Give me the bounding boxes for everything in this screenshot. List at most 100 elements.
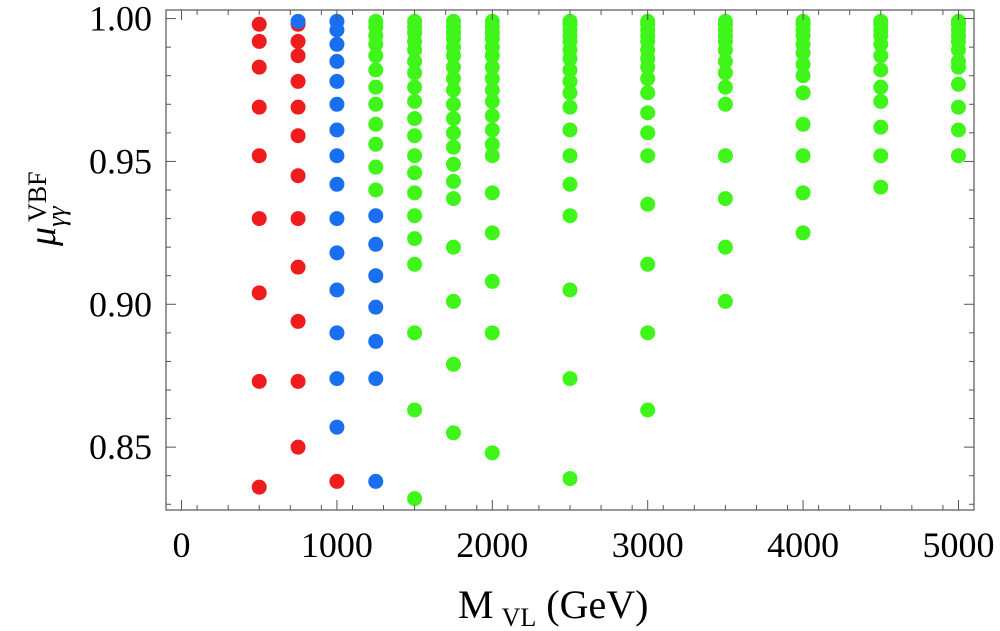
data-point-green bbox=[950, 76, 966, 92]
data-point-red bbox=[251, 479, 267, 495]
data-point-green bbox=[795, 45, 811, 61]
data-point-green bbox=[484, 136, 500, 152]
data-point-blue bbox=[329, 211, 345, 227]
x-axis-title: M VL (GeV) bbox=[458, 582, 648, 631]
data-point-blue bbox=[368, 333, 384, 349]
data-point-green bbox=[873, 179, 889, 195]
y-axis-title: μγγ bbox=[22, 206, 71, 247]
data-point-green bbox=[950, 59, 966, 75]
x-axis-title-main: M bbox=[458, 582, 494, 627]
y-tick-label: 1.00 bbox=[89, 0, 152, 39]
data-point-green bbox=[368, 48, 384, 64]
data-point-green bbox=[407, 65, 423, 81]
data-point-green bbox=[445, 111, 461, 127]
data-point-blue bbox=[329, 73, 345, 89]
data-point-red bbox=[290, 439, 306, 455]
data-point-green bbox=[562, 371, 578, 387]
data-point-green bbox=[950, 99, 966, 115]
data-point-blue bbox=[329, 325, 345, 341]
y-axis-title-superscript: VBF bbox=[23, 171, 52, 222]
data-point-green bbox=[562, 51, 578, 67]
data-point-green bbox=[562, 208, 578, 224]
data-point-blue bbox=[368, 371, 384, 387]
data-point-green bbox=[445, 356, 461, 372]
data-point-green bbox=[795, 225, 811, 241]
data-point-green bbox=[445, 239, 461, 255]
x-axis-title-unit: (GeV) bbox=[546, 582, 648, 627]
data-point-red bbox=[251, 285, 267, 301]
data-point-green bbox=[407, 148, 423, 164]
series-red bbox=[251, 16, 345, 495]
data-point-green bbox=[445, 96, 461, 112]
data-point-green bbox=[445, 139, 461, 155]
data-point-green bbox=[640, 402, 656, 418]
data-point-green bbox=[873, 93, 889, 109]
data-point-red bbox=[251, 148, 267, 164]
data-point-green bbox=[562, 471, 578, 487]
data-point-green bbox=[795, 85, 811, 101]
data-point-green bbox=[873, 119, 889, 135]
data-point-green bbox=[407, 165, 423, 181]
data-point-red bbox=[251, 33, 267, 49]
data-point-green bbox=[407, 93, 423, 109]
data-point-green bbox=[484, 82, 500, 98]
data-point-green bbox=[368, 79, 384, 95]
data-point-green bbox=[484, 148, 500, 164]
axis-ticks: 0 1000 2000 3000 4000 5000 0.85 0.90 0.95 1.00 bbox=[89, 0, 994, 565]
data-point-green bbox=[368, 116, 384, 132]
data-point-green bbox=[484, 59, 500, 75]
data-point-green bbox=[795, 116, 811, 132]
data-point-green bbox=[445, 173, 461, 189]
y-axis-title-main: μ bbox=[22, 227, 64, 247]
data-point-green bbox=[795, 185, 811, 201]
data-point-red bbox=[290, 73, 306, 89]
data-point-red bbox=[290, 211, 306, 227]
y-tick-label: 0.85 bbox=[89, 427, 152, 467]
data-point-green bbox=[795, 56, 811, 72]
data-point-green bbox=[407, 256, 423, 272]
data-point-red bbox=[251, 99, 267, 115]
data-point-red bbox=[251, 373, 267, 389]
data-point-green bbox=[640, 196, 656, 212]
data-point-red bbox=[329, 473, 345, 489]
data-point-green bbox=[873, 148, 889, 164]
data-point-green bbox=[484, 185, 500, 201]
data-point-green bbox=[407, 128, 423, 144]
data-point-green bbox=[445, 59, 461, 75]
y-tick-label: 0.95 bbox=[89, 141, 152, 181]
data-point-red bbox=[251, 16, 267, 32]
data-point-green bbox=[873, 62, 889, 78]
data-point-green bbox=[368, 36, 384, 52]
data-point-green bbox=[873, 36, 889, 52]
data-point-green bbox=[445, 293, 461, 309]
data-point-red bbox=[290, 313, 306, 329]
series-blue bbox=[290, 13, 384, 489]
data-point-green bbox=[795, 68, 811, 84]
data-point-green bbox=[562, 85, 578, 101]
data-point-blue bbox=[329, 96, 345, 112]
data-point-green bbox=[407, 491, 423, 507]
data-point-blue bbox=[329, 282, 345, 298]
data-point-green bbox=[717, 148, 733, 164]
data-point-blue bbox=[329, 122, 345, 138]
data-point-green bbox=[640, 125, 656, 141]
data-point-green bbox=[484, 122, 500, 138]
data-point-green bbox=[717, 53, 733, 69]
data-point-green bbox=[484, 445, 500, 461]
data-point-green bbox=[873, 79, 889, 95]
data-point-red bbox=[290, 48, 306, 64]
data-point-red bbox=[251, 59, 267, 75]
x-axis-title-sub: VL bbox=[502, 603, 537, 631]
data-point-blue bbox=[329, 22, 345, 38]
data-point-green bbox=[640, 85, 656, 101]
data-point-green bbox=[950, 148, 966, 164]
y-axis-title-sub: γγ bbox=[42, 206, 71, 227]
data-point-green bbox=[445, 425, 461, 441]
data-point-blue bbox=[329, 53, 345, 69]
data-point-green bbox=[368, 182, 384, 198]
data-point-green bbox=[445, 191, 461, 207]
data-point-green bbox=[795, 148, 811, 164]
data-point-green bbox=[407, 79, 423, 95]
data-point-green bbox=[445, 71, 461, 87]
data-point-green bbox=[717, 96, 733, 112]
